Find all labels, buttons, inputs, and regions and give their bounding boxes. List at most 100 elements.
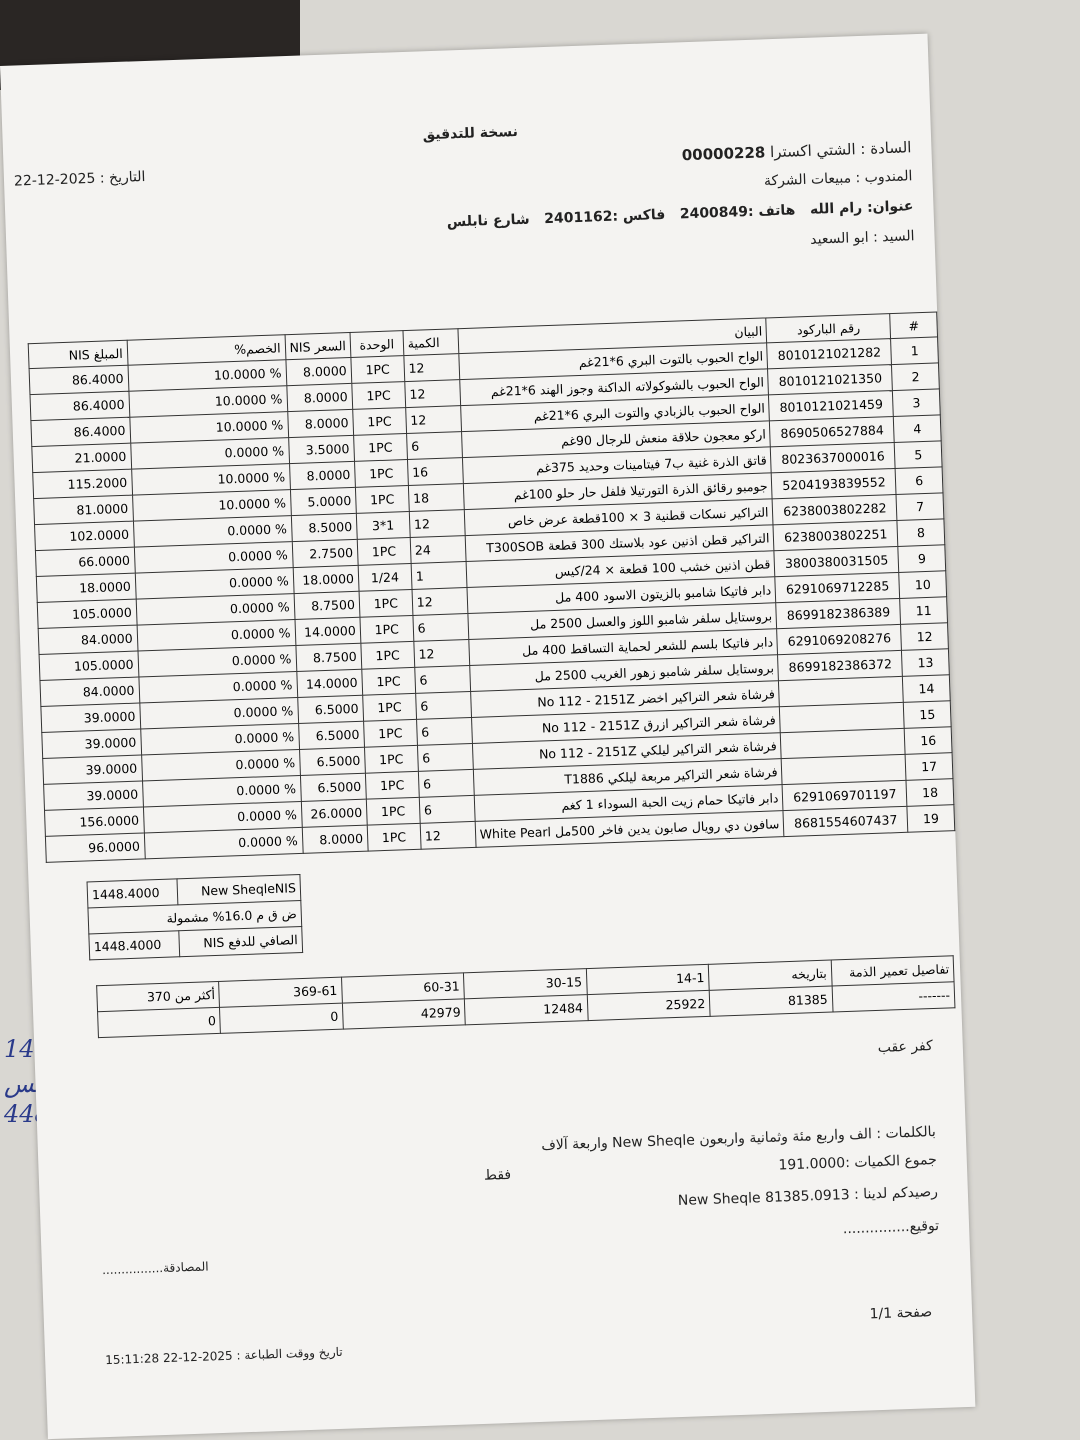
cell: 18 <box>906 778 954 807</box>
cell: 1PC <box>355 485 410 514</box>
words-value: الف واربع مئة وثمانية واربعون New Sheqle… <box>541 1126 873 1154</box>
cell: 96.0000 <box>45 832 145 863</box>
aging-value-cell: 0 <box>219 1003 344 1034</box>
label: السادة : <box>860 138 912 159</box>
cell: 3.5000 <box>288 435 355 464</box>
cell: 6 <box>895 466 943 495</box>
total-value: 1448.4000 <box>87 878 179 908</box>
cell: 1PC <box>361 667 416 696</box>
cell: 8.0000 <box>301 825 368 854</box>
label: بالكلمات : <box>876 1123 937 1143</box>
cell: 16 <box>407 457 463 486</box>
column-header: الكمية <box>402 328 459 356</box>
total-value: 1448.4000 <box>88 930 181 960</box>
cell: 12 <box>419 821 476 850</box>
cell: 1PC <box>350 355 405 384</box>
cell: 39.0000 <box>40 703 141 733</box>
cell: 39.0000 <box>41 729 142 759</box>
contact-value: ابو السعيد <box>809 229 869 248</box>
cell: 1PC <box>358 589 413 618</box>
label: المندوب : <box>855 168 913 187</box>
cell: 18.0000 <box>36 573 136 603</box>
cell: 6.5000 <box>298 721 365 750</box>
cell: 21.0000 <box>31 443 132 473</box>
cell: 86.4000 <box>30 417 131 447</box>
cell: 11 <box>899 596 948 625</box>
quantity-total: جموع الكميات :191.0000 <box>778 1151 938 1174</box>
cell: 1PC <box>366 797 420 826</box>
city: رام الله <box>809 200 863 218</box>
cell: 6 <box>417 743 473 772</box>
customer-code: 00000228 <box>681 143 766 165</box>
cell: 39.0000 <box>43 780 144 811</box>
rep-value: مبيعات الشركة <box>763 170 852 190</box>
cell: 1PC <box>359 615 414 644</box>
cell: 2 <box>891 362 940 391</box>
cell: 1 <box>410 561 467 590</box>
totals-table: New SheqleNIS 1448.4000 ض ق م 16.0% مشمولة… <box>87 874 304 960</box>
cell: 15 <box>903 700 952 729</box>
cell: 2.7500 <box>291 539 359 568</box>
date-value: 2025-12-22 <box>13 170 96 190</box>
cell: 8.7500 <box>295 643 362 672</box>
cell: 14 <box>902 674 951 703</box>
cell: 1PC <box>360 641 415 670</box>
phone-label: هاتف : <box>747 202 796 220</box>
cell: 1PC <box>354 459 409 488</box>
cell: 18.0000 <box>292 565 359 594</box>
balance: رصيدكم لدينا : New Sheqle 81385.0913 <box>677 1183 939 1210</box>
cell: 17 <box>905 752 953 781</box>
cell: 84.0000 <box>39 677 140 707</box>
cell: 1PC <box>352 407 407 436</box>
cell: 12 <box>411 587 468 616</box>
cell: 6 <box>406 431 463 460</box>
print-time-value: 2025-12-22 15:11:28 <box>104 1348 233 1368</box>
cell: 9 <box>898 544 946 573</box>
rep: المندوب : مبيعات الشركة <box>764 168 913 189</box>
cell: 84.0000 <box>38 625 138 655</box>
cell: 6.5000 <box>297 695 364 724</box>
copy-label: نسخة للتدقيق <box>422 123 519 144</box>
cell: 8.0000 <box>286 383 353 412</box>
cell: 12 <box>405 405 462 434</box>
cell: 8 <box>897 518 945 547</box>
cell: 81.0000 <box>33 495 134 525</box>
cell: 86.4000 <box>29 391 130 421</box>
cell: 12 <box>404 379 461 408</box>
signature: توقيع............... <box>842 1217 940 1238</box>
cell: 24 <box>409 535 466 564</box>
aging-value-cell: ------- <box>831 981 955 1013</box>
cell: 39.0000 <box>42 754 143 785</box>
cell: 156.0000 <box>44 806 144 837</box>
label: تاريخ ووقت الطباعة : <box>236 1344 343 1363</box>
cell: 16 <box>904 726 953 755</box>
cell: 12 <box>413 639 470 668</box>
address: عنوان: رام الله هاتف :2400849 فاكس :2401… <box>447 198 914 230</box>
cell: 18 <box>408 483 464 512</box>
cell: 7 <box>896 492 944 521</box>
cell: 8.0000 <box>285 357 352 386</box>
cell: 102.0000 <box>34 521 134 551</box>
column-header: السعر NIS <box>284 332 351 360</box>
cell: % 0.0000 <box>143 827 303 859</box>
aging-value-cell: 81385 <box>709 986 833 1017</box>
print-time: تاريخ ووقت الطباعة : 2025-12-22 15:11:28 <box>105 1345 343 1367</box>
cell: 1PC <box>363 719 418 748</box>
customer-name: الشتي اكسترا <box>769 140 856 162</box>
cell: 14.0000 <box>296 669 363 698</box>
aging-value-cell: 42979 <box>342 998 466 1030</box>
total-label: الصافي للدفع NIS <box>179 926 303 957</box>
cell: 6 <box>416 717 472 746</box>
cell: 1*3 <box>356 511 410 540</box>
aging-value-cell: 12484 <box>464 994 588 1025</box>
cell: 3 <box>892 388 941 417</box>
cell: 4 <box>893 414 942 443</box>
cell: 12 <box>403 353 460 382</box>
cell: 1PC <box>353 433 408 462</box>
date: التاريخ : 2025-12-22 <box>14 169 146 190</box>
items-table: # رقم الباركود البيان الكمية الوحدة السعر NIS… <box>28 311 956 863</box>
cell: 5.0000 <box>290 487 357 516</box>
cell: 105.0000 <box>39 651 139 681</box>
cell: 1PC <box>362 693 417 722</box>
